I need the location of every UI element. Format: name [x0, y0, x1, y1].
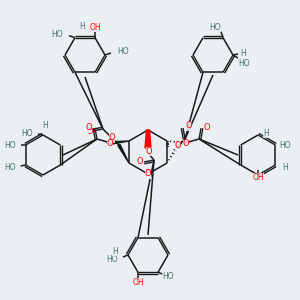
- Text: O: O: [145, 169, 151, 178]
- Text: H: H: [263, 128, 269, 137]
- Text: O: O: [137, 158, 143, 166]
- Text: O: O: [186, 122, 192, 130]
- Text: O: O: [85, 124, 92, 133]
- Text: HO: HO: [117, 47, 129, 56]
- Polygon shape: [118, 144, 129, 163]
- Text: H: H: [42, 121, 48, 130]
- Text: HO: HO: [162, 272, 174, 281]
- Polygon shape: [145, 130, 151, 148]
- Text: H: H: [79, 22, 85, 31]
- Text: HO: HO: [209, 23, 221, 32]
- Text: O: O: [106, 140, 113, 148]
- Text: OH: OH: [89, 23, 101, 32]
- Text: H: H: [112, 247, 118, 256]
- Text: O: O: [204, 124, 210, 133]
- Text: HO: HO: [51, 30, 63, 39]
- Text: H: H: [282, 163, 288, 172]
- Text: OH: OH: [132, 278, 144, 287]
- Text: O: O: [146, 146, 152, 155]
- Text: O: O: [87, 127, 93, 136]
- Text: H: H: [240, 49, 246, 58]
- Polygon shape: [111, 141, 129, 144]
- Text: O: O: [109, 134, 115, 142]
- Text: O: O: [175, 142, 182, 151]
- Text: HO: HO: [238, 58, 250, 68]
- Text: OH: OH: [252, 172, 264, 182]
- Text: HO: HO: [280, 140, 291, 149]
- Text: O: O: [183, 140, 189, 148]
- Text: HO: HO: [106, 254, 118, 263]
- Text: HO: HO: [4, 163, 16, 172]
- Text: HO: HO: [21, 128, 33, 137]
- Text: O: O: [145, 169, 151, 178]
- Text: HO: HO: [4, 140, 16, 149]
